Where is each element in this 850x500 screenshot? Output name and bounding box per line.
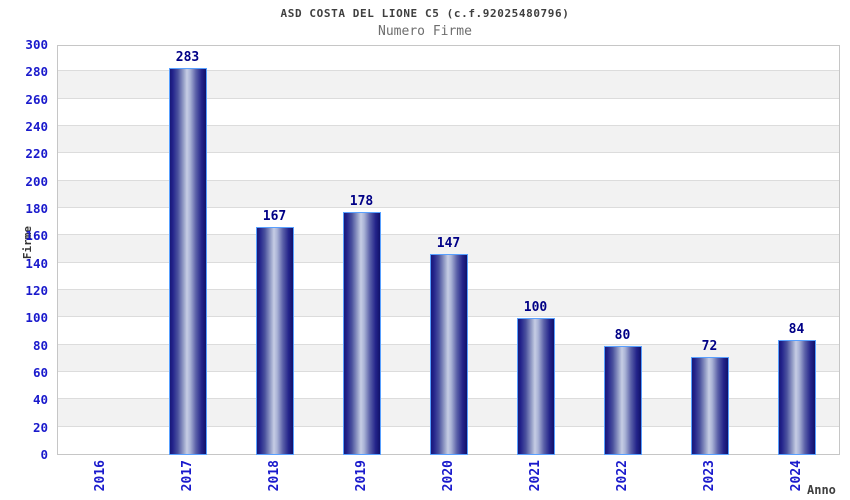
y-tick-label: 260: [25, 91, 48, 107]
y-tick-label: 40: [32, 392, 48, 408]
bar-value-label: 100: [523, 300, 548, 316]
chart-title: ASD COSTA DEL LIONE C5 (c.f.92025480796): [280, 7, 570, 20]
y-tick-label: 20: [32, 419, 48, 435]
bar-value-label: 84: [788, 322, 805, 338]
bar-value-label: 80: [614, 327, 631, 343]
x-tick-label: 2017: [179, 460, 195, 492]
bar-2018: [255, 226, 294, 455]
gridline: [58, 125, 839, 126]
y-tick-label: 140: [25, 255, 48, 271]
bar-2017: [168, 68, 207, 455]
bar-2021: [516, 318, 555, 455]
bar-2020: [429, 254, 468, 455]
y-tick-label: 180: [25, 201, 48, 216]
bar-value-label: 72: [701, 338, 718, 354]
bar-value-label: 147: [436, 236, 461, 252]
gridline: [58, 179, 839, 181]
y-tick-label: 280: [25, 64, 48, 80]
y-tick-label: 220: [25, 146, 48, 162]
x-tick-label: 2020: [440, 460, 456, 492]
y-tick-label: 200: [25, 173, 48, 189]
bar-2023: [690, 356, 729, 455]
y-tick-label: 100: [25, 310, 48, 326]
chart-subtitle: Numero Firme: [378, 24, 472, 39]
bar-value-label: 167: [262, 208, 287, 224]
bar-value-label: 178: [349, 193, 374, 209]
x-tick-label: 2021: [527, 460, 543, 492]
y-tick-label: 300: [25, 37, 48, 52]
x-tick-label: 2024: [788, 460, 804, 492]
gridline: [58, 152, 839, 154]
y-tick-label: 80: [32, 337, 48, 353]
x-tick-label: 2022: [614, 460, 630, 492]
x-tick-label: 2018: [266, 460, 282, 492]
gridline: [58, 207, 839, 208]
y-tick-label: 60: [32, 365, 48, 380]
bar-2022: [603, 345, 642, 455]
x-tick-label: 2019: [353, 460, 369, 492]
x-tick-label: 2023: [701, 460, 717, 492]
y-tick-label: 0: [40, 447, 48, 462]
x-axis-title: Anno: [807, 483, 836, 497]
bar-2024: [777, 340, 816, 455]
gridline: [58, 70, 839, 72]
bar-value-label: 283: [175, 50, 200, 66]
x-tick-label: 2016: [92, 460, 108, 492]
gridline: [58, 234, 839, 236]
gridline: [58, 97, 839, 99]
bar-2019: [342, 211, 381, 455]
y-tick-label: 240: [25, 119, 48, 134]
y-tick-label: 160: [25, 228, 48, 244]
y-tick-label: 120: [25, 283, 48, 298]
